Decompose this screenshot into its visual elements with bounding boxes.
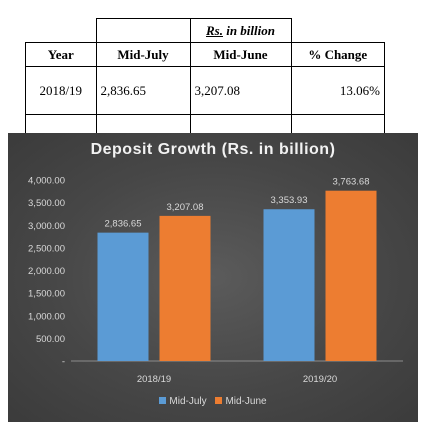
y-tick-label: 1,500.00	[28, 289, 65, 300]
unit-cell: Rs. in billion	[189, 18, 292, 43]
data-label: 3,207.08	[167, 202, 204, 213]
bar-mid-june	[159, 215, 211, 361]
unit-suffix: in billion	[222, 22, 275, 38]
legend-swatch	[215, 397, 223, 404]
bar-mid-july	[263, 209, 315, 361]
legend-label: Mid-June	[225, 396, 267, 407]
x-tick-label: 2019/20	[303, 374, 337, 385]
y-tick-label: 3,500.00	[28, 198, 65, 209]
y-tick-label: 2,500.00	[28, 243, 65, 254]
row-mid-july: 2,836.65	[95, 66, 191, 115]
header-mid-july: Mid-July	[95, 42, 191, 67]
y-tick-label: 4,000.00	[28, 176, 65, 187]
y-tick-label: 2,000.00	[28, 266, 65, 277]
header-percent-change: % Change	[290, 42, 385, 67]
data-label: 2,836.65	[105, 219, 142, 230]
row-year: 2018/19	[25, 66, 97, 115]
row-mid-june: 3,207.08	[189, 66, 292, 115]
y-tick-label: 500.00	[36, 334, 65, 345]
data-label: 3,353.93	[271, 195, 308, 206]
chart-plot: - 500.00 1,000.00 1,500.00 2,000.00 2,500.00 3…	[28, 176, 403, 385]
legend-label: Mid-July	[169, 396, 207, 407]
y-tick-label: 3,000.00	[28, 221, 65, 232]
legend-swatch	[159, 397, 167, 404]
header-mid-june: Mid-June	[189, 42, 292, 67]
unit-prefix: Rs.	[205, 22, 223, 38]
bar-mid-july	[97, 232, 149, 361]
table-header-row: Year Mid-July Mid-June % Change	[25, 42, 385, 67]
x-tick-label: 2018/19	[137, 374, 171, 385]
row-percent-change: 13.06%	[290, 66, 385, 115]
data-label: 3,763.68	[333, 177, 370, 188]
legend-item-mid-july: Mid-July	[159, 396, 207, 407]
bar-mid-june	[325, 190, 377, 361]
legend-item-mid-june: Mid-June	[215, 396, 267, 407]
table-corner-cell	[26, 19, 97, 43]
y-tick-label: -	[62, 357, 65, 368]
table-blank-cell	[95, 18, 191, 43]
deposit-growth-chart: Deposit Growth (Rs. in billion) - 500.00 1…	[8, 133, 418, 422]
chart-title: Deposit Growth (Rs. in billion)	[90, 141, 336, 158]
chart-legend: Mid-July Mid-June	[8, 396, 418, 407]
table-corner-cell	[291, 19, 385, 43]
header-year: Year	[25, 42, 97, 67]
y-tick-label: 1,000.00	[28, 311, 65, 322]
table-row: 2018/19 2,836.65 3,207.08 13.06%	[25, 66, 385, 115]
